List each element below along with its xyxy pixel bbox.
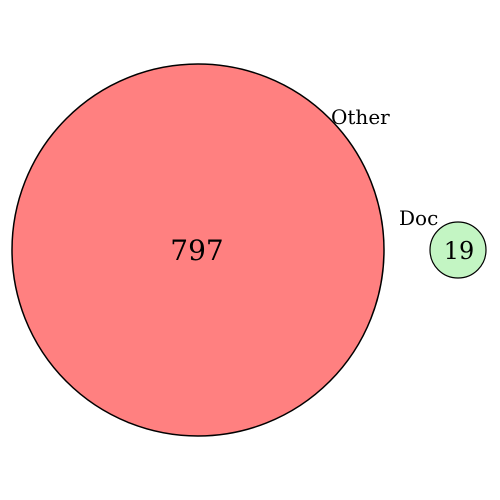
- label-other: Other: [331, 105, 390, 129]
- set-doc: 19 Doc: [399, 206, 487, 279]
- set-other: 797 Other: [11, 63, 390, 437]
- circle-doc: [429, 221, 487, 279]
- circle-other: [11, 63, 385, 437]
- count-other: 797: [170, 234, 223, 267]
- label-doc: Doc: [399, 206, 438, 230]
- count-doc: 19: [444, 237, 475, 265]
